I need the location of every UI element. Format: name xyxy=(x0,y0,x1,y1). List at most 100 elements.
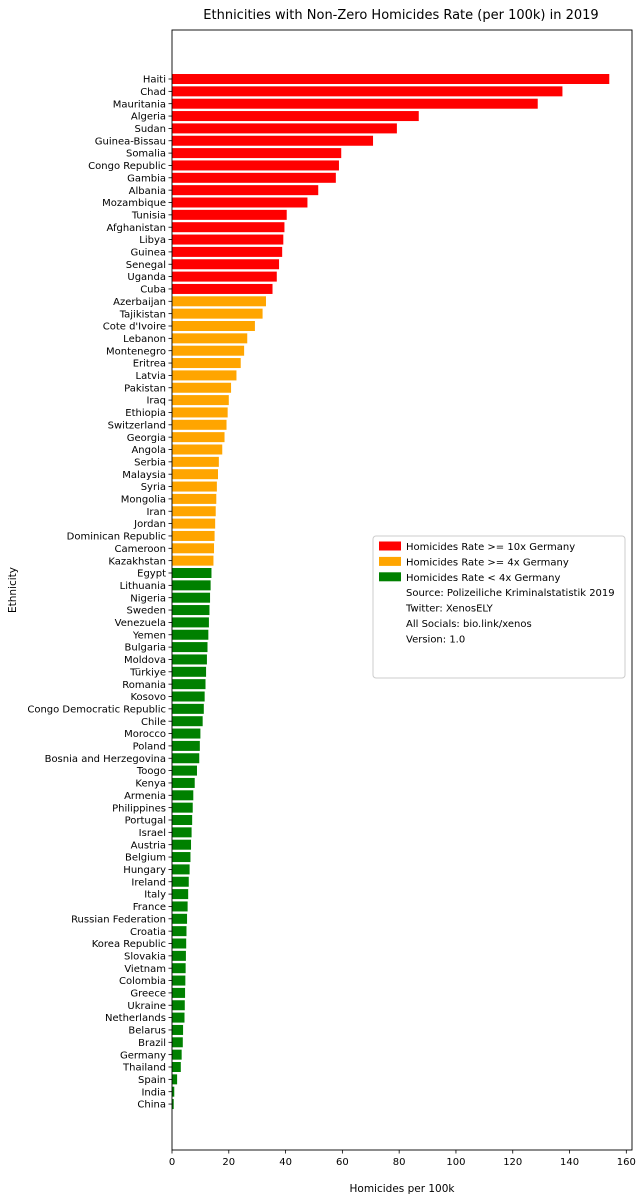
legend-note-1: Twitter: XenosELY xyxy=(405,604,494,615)
bar-26 xyxy=(172,395,229,406)
bar-59 xyxy=(172,802,193,813)
bar-82 xyxy=(172,1086,175,1097)
bar-71 xyxy=(172,950,186,961)
y-tick-label-24: Latvia xyxy=(136,371,166,382)
y-tick-label-78: Brazil xyxy=(138,1038,166,1049)
x-tick-label-4: 80 xyxy=(393,1157,406,1168)
bar-68 xyxy=(172,913,188,924)
y-tick-label-76: Netherlands xyxy=(105,1013,166,1024)
y-tick-label-32: Malaysia xyxy=(122,470,166,481)
y-tick-label-53: Morocco xyxy=(124,729,166,740)
y-tick-label-19: Tajikistan xyxy=(119,309,166,320)
y-tick-label-6: Somalia xyxy=(126,149,166,160)
chart-title: Ethnicities with Non-Zero Homicides Rate… xyxy=(203,8,598,23)
y-tick-label-39: Kazakhstan xyxy=(108,556,166,567)
y-tick-label-69: Croatia xyxy=(130,927,166,938)
legend-swatch-1 xyxy=(379,556,401,566)
bar-78 xyxy=(172,1037,183,1048)
y-tick-label-29: Georgia xyxy=(127,433,166,444)
y-tick-label-70: Korea Republic xyxy=(92,939,166,950)
y-tick-label-47: Moldova xyxy=(124,655,166,666)
y-tick-label-52: Chile xyxy=(141,717,166,728)
bar-70 xyxy=(172,938,187,949)
y-tick-label-62: Austria xyxy=(131,840,166,851)
y-tick-label-37: Dominican Republic xyxy=(67,532,166,543)
bar-56 xyxy=(172,765,197,776)
y-tick-label-14: Guinea xyxy=(131,248,166,259)
y-tick-label-15: Senegal xyxy=(126,260,166,271)
bar-61 xyxy=(172,827,192,838)
bar-49 xyxy=(172,679,206,690)
bar-28 xyxy=(172,419,227,430)
bar-2 xyxy=(172,98,538,109)
x-axis-label: Homicides per 100k xyxy=(350,1183,456,1195)
legend-label-1: Homicides Rate >= 4x Germany xyxy=(406,557,569,568)
y-tick-label-77: Belarus xyxy=(128,1026,166,1037)
legend-swatch-0 xyxy=(379,541,401,551)
y-tick-label-49: Romania xyxy=(122,680,166,691)
bar-10 xyxy=(172,197,308,208)
bar-43 xyxy=(172,605,210,616)
y-tick-label-75: Ukraine xyxy=(127,1001,166,1012)
y-tick-label-33: Syria xyxy=(141,482,166,493)
bar-60 xyxy=(172,815,193,825)
bar-58 xyxy=(172,790,194,801)
x-axis: 0 20 40 60 80 100 120 140 160 xyxy=(169,1150,636,1168)
y-tick-label-51: Congo Democratic Republic xyxy=(27,704,166,715)
bar-72 xyxy=(172,963,186,974)
legend: Homicides Rate >= 10x Germany Homicides R… xyxy=(372,535,626,679)
bar-1 xyxy=(172,86,563,97)
y-tick-label-72: Vietnam xyxy=(124,964,166,975)
bar-62 xyxy=(172,839,192,850)
y-tick-label-8: Gambia xyxy=(127,173,166,184)
legend-box xyxy=(372,535,626,679)
y-tick-label-44: Venezuela xyxy=(115,618,166,629)
y-tick-label-10: Mozambique xyxy=(102,198,166,209)
y-tick-label-42: Nigeria xyxy=(130,593,166,604)
bar-38 xyxy=(172,543,215,554)
y-tick-label-65: Ireland xyxy=(131,877,166,888)
bar-45 xyxy=(172,629,209,640)
bar-27 xyxy=(172,407,228,418)
y-tick-label-9: Albania xyxy=(129,186,166,197)
y-tick-label-26: Iraq xyxy=(146,396,166,407)
y-tick-label-2: Mauritania xyxy=(113,99,166,110)
y-tick-label-48: Türkiye xyxy=(129,667,166,678)
bar-57 xyxy=(172,777,195,788)
y-tick-label-36: Jordan xyxy=(133,519,166,530)
bar-32 xyxy=(172,469,218,480)
x-tick-label-7: 140 xyxy=(560,1157,579,1168)
x-tick-label-8: 160 xyxy=(617,1157,636,1168)
y-tick-label-60: Portugal xyxy=(125,816,166,827)
bar-41 xyxy=(172,580,211,591)
bar-63 xyxy=(172,852,191,863)
bar-47 xyxy=(172,654,207,665)
x-tick-label-1: 20 xyxy=(222,1157,235,1168)
bar-36 xyxy=(172,518,216,529)
bar-5 xyxy=(172,135,374,146)
y-tick-label-12: Afghanistan xyxy=(106,223,166,234)
bar-24 xyxy=(172,370,237,381)
y-tick-label-40: Egypt xyxy=(137,569,166,580)
bars-layer xyxy=(172,74,610,1110)
y-tick-label-23: Eritrea xyxy=(133,359,166,370)
legend-swatch-2 xyxy=(379,572,401,582)
x-tick-label-3: 60 xyxy=(336,1157,349,1168)
y-tick-label-82: India xyxy=(141,1087,166,1098)
bar-53 xyxy=(172,728,201,739)
bar-4 xyxy=(172,123,397,134)
bar-34 xyxy=(172,493,217,504)
y-tick-label-66: Italy xyxy=(144,890,166,901)
bar-0 xyxy=(172,74,610,84)
bar-20 xyxy=(172,321,255,331)
y-tick-label-4: Sudan xyxy=(135,124,167,135)
legend-label-2: Homicides Rate < 4x Germany xyxy=(406,573,560,584)
bar-73 xyxy=(172,975,186,986)
bar-76 xyxy=(172,1012,185,1023)
y-tick-label-11: Tunisia xyxy=(131,210,166,221)
y-tick-label-35: Iran xyxy=(146,507,166,518)
bar-66 xyxy=(172,889,189,900)
y-tick-label-46: Bulgaria xyxy=(125,643,166,654)
y-tick-label-5: Guinea-Bissau xyxy=(95,136,166,147)
